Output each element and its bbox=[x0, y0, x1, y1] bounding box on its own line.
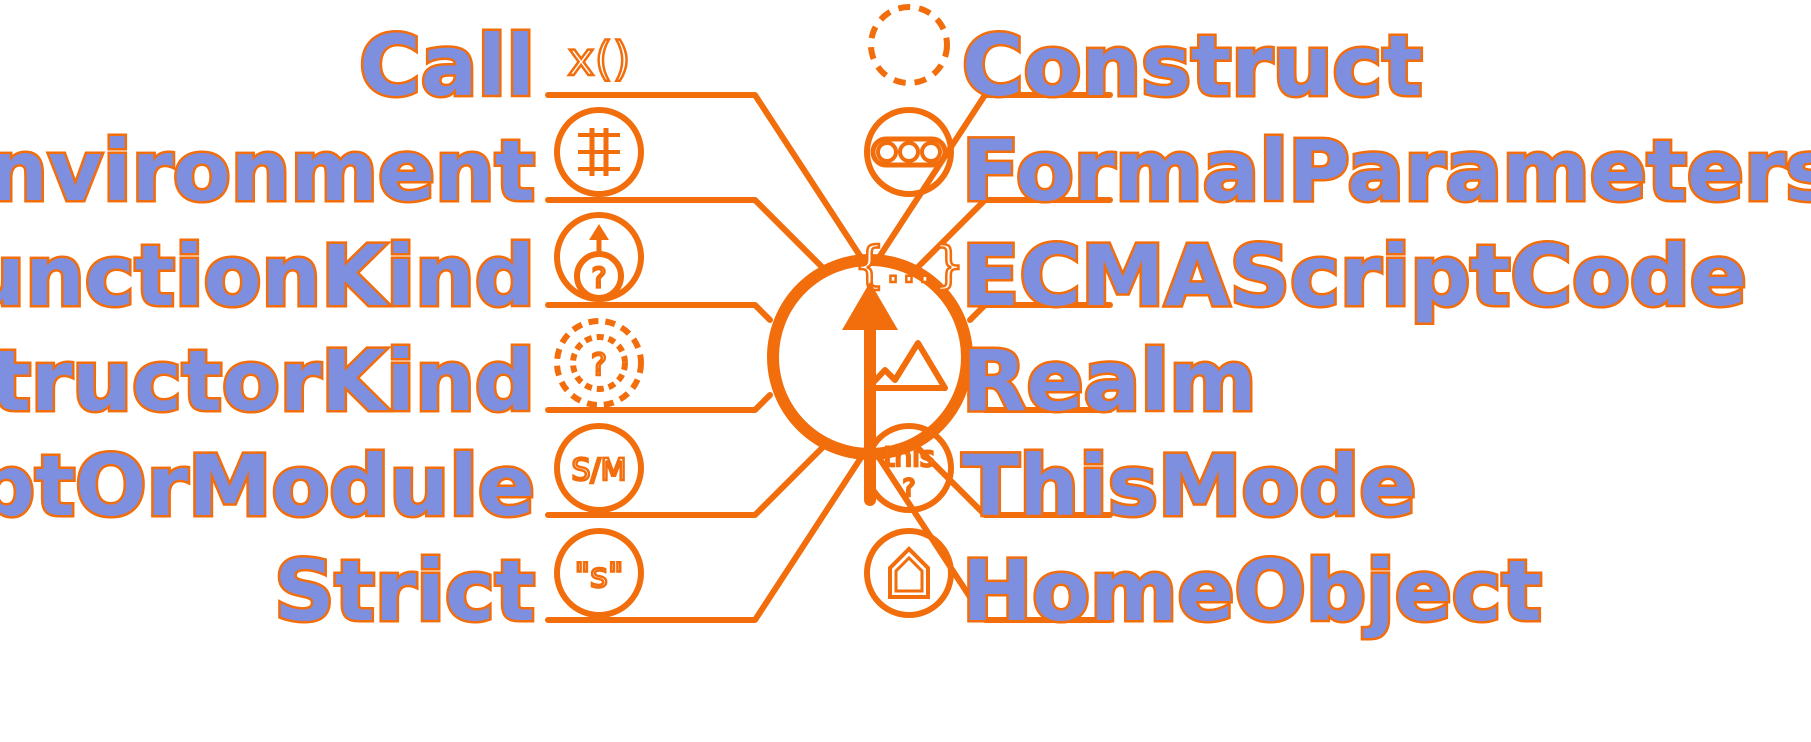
label-realm: Realm bbox=[962, 332, 1257, 430]
connector-strict bbox=[545, 447, 869, 623]
connector-script-or-module bbox=[545, 437, 833, 518]
right-labels: Construct FormalParameters ECMAScriptCod… bbox=[960, 15, 1811, 643]
svg-text:x(): x() bbox=[567, 32, 630, 86]
connector-construct bbox=[871, 92, 1113, 268]
right-connectors bbox=[871, 92, 1113, 623]
connector-formal-parameters bbox=[907, 197, 1113, 278]
this-mode-icon: this ? bbox=[864, 423, 954, 513]
label-environment: Environment bbox=[0, 122, 535, 220]
label-function-kind: FunctionKind bbox=[0, 227, 535, 325]
home-object-house-icon bbox=[864, 528, 954, 618]
label-ecmascript-code: ECMAScriptCode bbox=[962, 227, 1747, 325]
label-this-mode: ThisMode bbox=[962, 437, 1416, 535]
left-connectors bbox=[545, 92, 869, 623]
constructor-kind-dashed-icon: ? bbox=[554, 318, 644, 408]
connector-function-kind bbox=[545, 302, 773, 323]
svg-text:S/M: S/M bbox=[571, 453, 626, 488]
connector-home-object bbox=[871, 447, 1113, 623]
svg-text:this: this bbox=[883, 440, 934, 473]
connector-this-mode bbox=[907, 437, 1113, 518]
label-call: Call bbox=[359, 17, 535, 115]
connector-constructor-kind bbox=[545, 392, 773, 413]
function-kind-arrow-icon: ? bbox=[554, 212, 644, 302]
label-construct: Construct bbox=[962, 17, 1422, 115]
construct-dashed-circle-icon bbox=[868, 4, 950, 86]
svg-text:"s": "s" bbox=[575, 556, 624, 596]
strict-quote-icon: "s" bbox=[554, 528, 644, 618]
label-script-or-module: ScriptOrModule bbox=[0, 437, 535, 535]
environment-table-icon bbox=[554, 107, 644, 197]
formal-parameters-icon bbox=[864, 107, 954, 197]
script-or-module-icon: S/M bbox=[554, 423, 644, 513]
svg-text:?: ? bbox=[903, 474, 916, 502]
svg-text:?: ? bbox=[592, 261, 607, 294]
connector-call bbox=[545, 92, 869, 268]
realm-mountains-icon bbox=[865, 340, 948, 391]
connector-realm bbox=[967, 392, 1113, 413]
left-labels: Call Environment FunctionKind Constructo… bbox=[0, 15, 538, 643]
center-arrow bbox=[842, 282, 898, 436]
label-constructor-kind: ConstructorKind bbox=[0, 332, 535, 430]
connector-ecmascript-code bbox=[967, 302, 1113, 323]
connector-environment bbox=[545, 197, 833, 278]
call-parentheses-icon: x() bbox=[566, 31, 632, 88]
label-strict: Strict bbox=[274, 542, 535, 640]
label-formal-parameters: FormalParameters bbox=[962, 122, 1811, 220]
svg-text:?: ? bbox=[591, 348, 607, 383]
label-home-object: HomeObject bbox=[962, 542, 1542, 640]
